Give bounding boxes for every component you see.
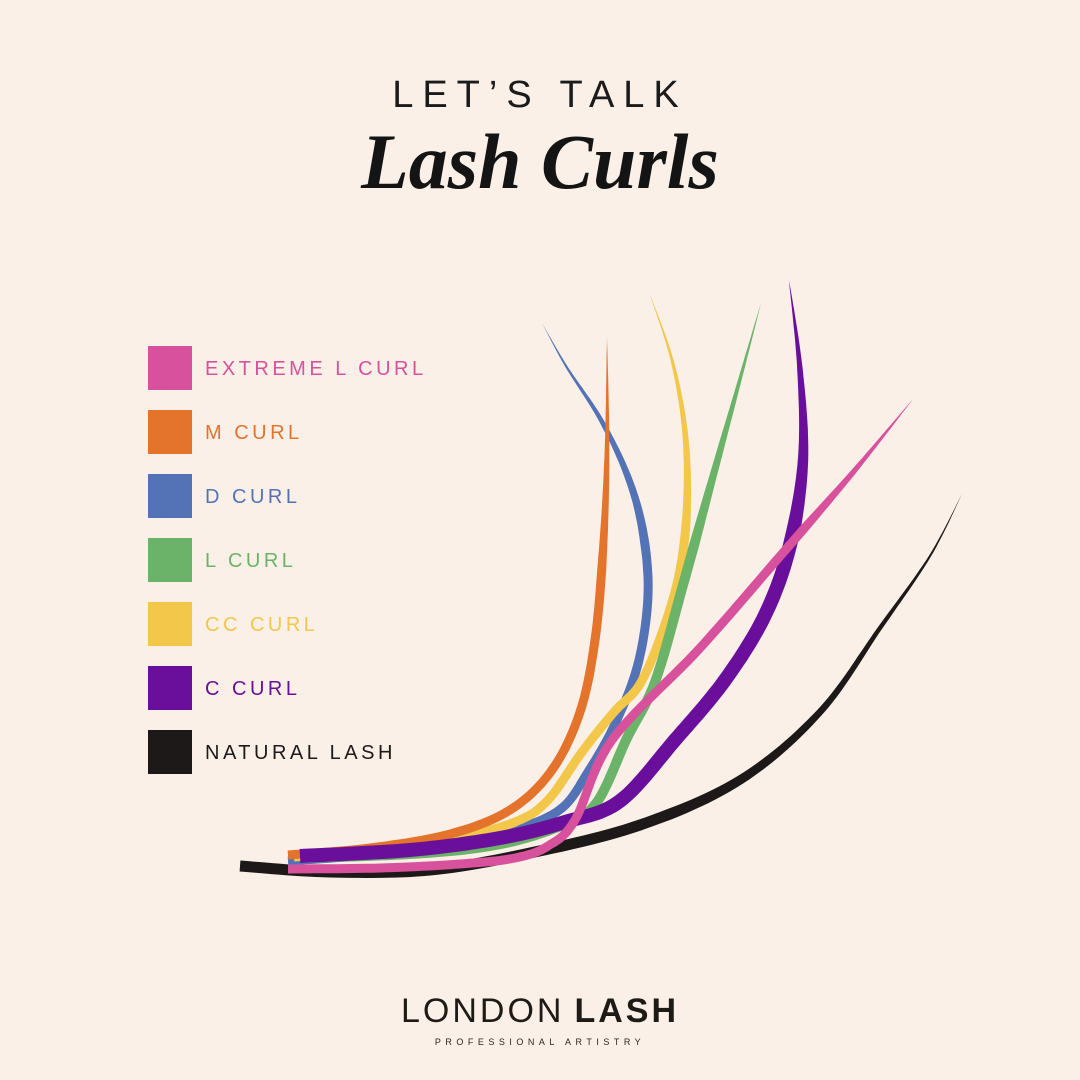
legend-label-extreme-l-curl: EXTREME L CURL	[205, 357, 427, 380]
legend-label-m-curl: M CURL	[205, 421, 303, 444]
brand-logo-bold: LASH	[574, 992, 680, 1030]
legend-label-cc-curl: CC CURL	[205, 613, 319, 636]
title-eyebrow: LET’S TALK	[392, 74, 688, 116]
legend-item-natural-lash: NATURAL LASH	[148, 730, 427, 774]
brand-tagline: PROFESSIONAL ARTISTRY	[434, 1037, 646, 1047]
legend-item-l-curl: L CURL	[148, 538, 427, 582]
legend-swatch-l-curl	[148, 538, 192, 582]
legend-item-cc-curl: CC CURL	[148, 602, 427, 646]
legend-swatch-natural-lash	[148, 730, 192, 774]
title-block: LET’S TALK Lash Curls	[0, 74, 1080, 201]
legend-item-extreme-l-curl: EXTREME L CURL	[148, 346, 427, 390]
legend-item-m-curl: M CURL	[148, 410, 427, 454]
brand-logo: LONDON LASH	[0, 992, 1080, 1031]
legend-item-d-curl: D CURL	[148, 474, 427, 518]
legend-swatch-m-curl	[148, 410, 192, 454]
curl-legend: EXTREME L CURL M CURL D CURL L CURL CC CURL C…	[148, 346, 427, 774]
legend-item-c-curl: C CURL	[148, 666, 427, 710]
legend-label-d-curl: D CURL	[205, 485, 301, 508]
legend-label-l-curl: L CURL	[205, 549, 297, 572]
legend-swatch-d-curl	[148, 474, 192, 518]
page-title: Lash Curls	[361, 118, 719, 205]
brand-logo-light: LONDON	[400, 992, 565, 1030]
brand-footer: LONDON LASH PROFESSIONAL ARTISTRY	[0, 992, 1080, 1047]
legend-label-natural-lash: NATURAL LASH	[205, 741, 396, 764]
legend-swatch-c-curl	[148, 666, 192, 710]
legend-swatch-extreme-l-curl	[148, 346, 192, 390]
legend-swatch-cc-curl	[148, 602, 192, 646]
legend-label-c-curl: C CURL	[205, 677, 301, 700]
